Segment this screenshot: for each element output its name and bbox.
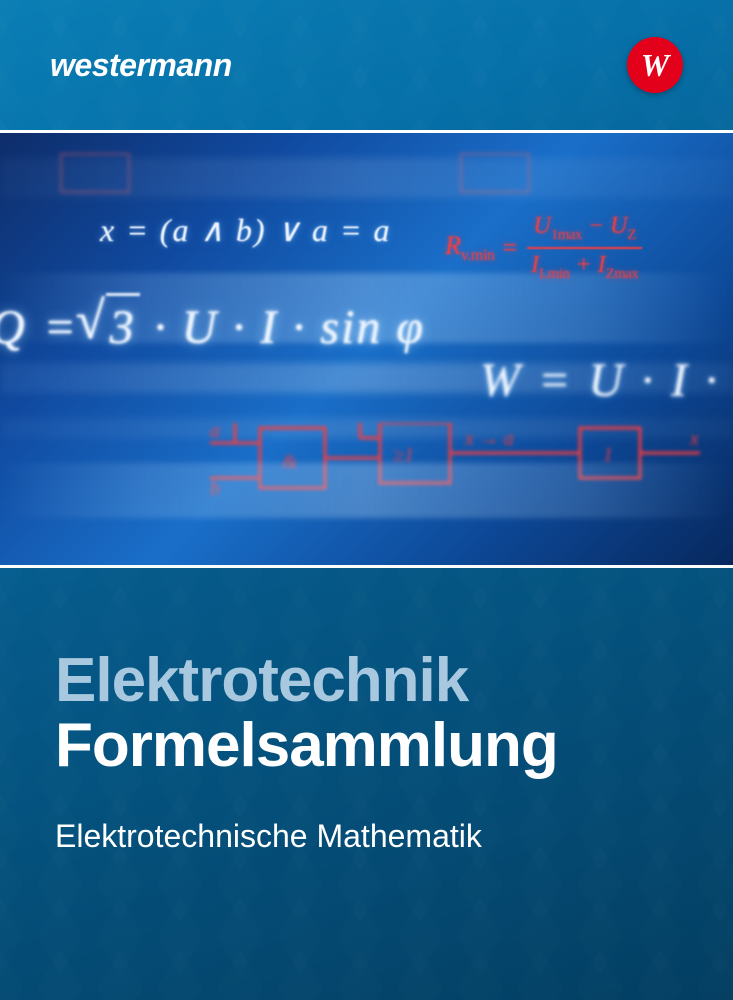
formula-boolean: x = (a ∧ b) ∨ a = a [100, 211, 392, 249]
hero-image: x = (a ∧ b) ∨ a = a Q = 3 · U · I · sin … [0, 133, 733, 565]
publisher-logo: W [627, 37, 683, 93]
svg-text:x: x [689, 428, 699, 450]
title-block: Elektrotechnik Formelsammlung Elektrotec… [0, 568, 733, 1000]
formula-energy: W = U · I · t [480, 353, 733, 408]
svg-text:≥1: ≥1 [393, 444, 414, 466]
subtitle: Elektrotechnische Mathematik [55, 818, 678, 855]
svg-text:&: & [282, 451, 298, 473]
divider-top [0, 130, 733, 133]
formula-reactive-power: Q = 3 · U · I · sin φ [0, 293, 425, 355]
svg-text:a: a [210, 423, 220, 442]
logic-diagram: a b & ≥1 x → a 1 x [210, 423, 710, 553]
svg-text:b: b [210, 478, 220, 500]
svg-text:x → a: x → a [464, 428, 514, 450]
title-line-1: Elektrotechnik [55, 648, 678, 713]
bg-block [460, 153, 530, 193]
divider-bottom [0, 565, 733, 568]
svg-text:1: 1 [603, 444, 613, 466]
bg-block [60, 153, 130, 193]
formula-rvmin: Rv.min = U1max − UZ ILmin + IZmax [445, 213, 644, 283]
header: westermann W [0, 0, 733, 130]
title-line-2: Formelsammlung [55, 713, 678, 778]
publisher-name: westermann [50, 47, 232, 84]
logo-letter: W [641, 47, 669, 84]
